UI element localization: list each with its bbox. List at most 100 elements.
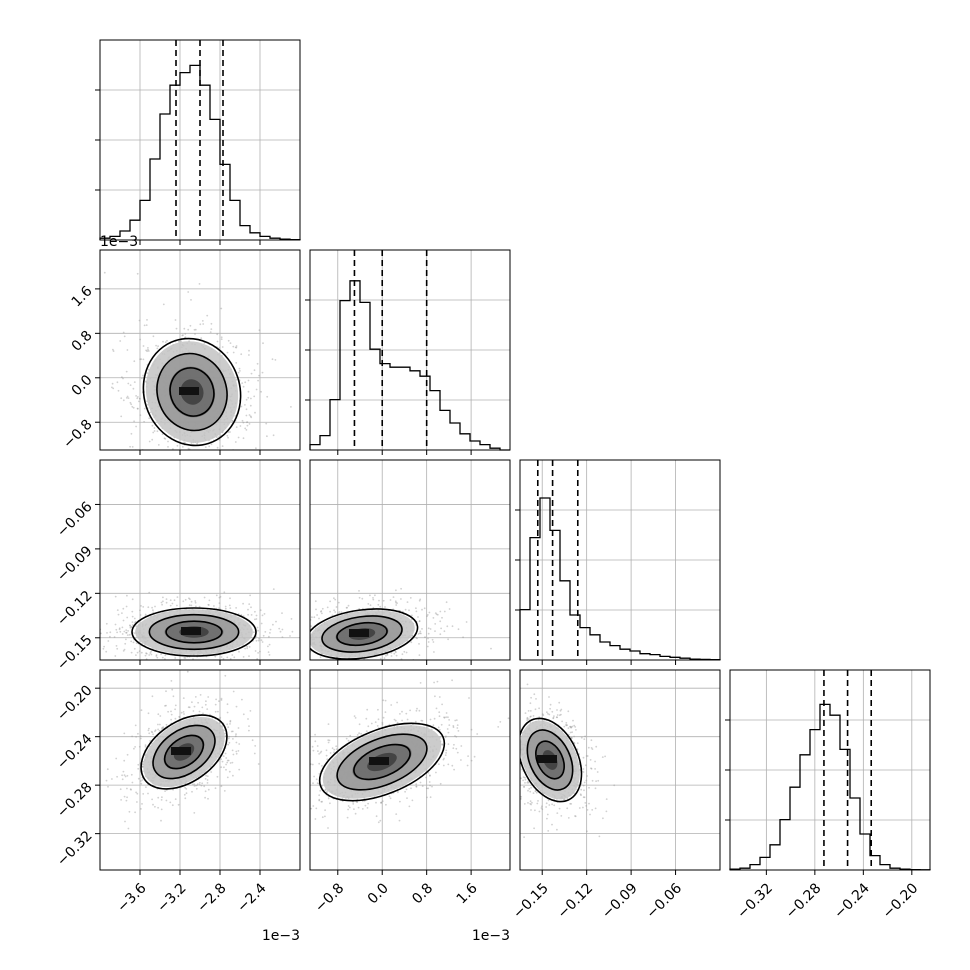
scatter-point xyxy=(495,714,497,716)
scatter-point xyxy=(395,604,398,606)
scatter-point xyxy=(247,608,249,611)
contour-2 xyxy=(336,621,388,647)
scatter-point xyxy=(122,399,125,402)
scatter-point xyxy=(120,799,122,801)
scatter-point xyxy=(239,425,242,427)
scatter-point xyxy=(152,431,155,434)
scatter-point xyxy=(182,711,185,713)
scatter-point xyxy=(312,676,314,678)
scatter-point xyxy=(218,607,220,610)
scatter-point xyxy=(466,764,469,767)
scatter-point xyxy=(141,763,144,766)
scatter-point xyxy=(274,359,277,361)
scatter-point xyxy=(247,396,250,399)
scatter-point xyxy=(364,804,367,807)
scatter-point xyxy=(251,739,254,742)
scatter-point xyxy=(278,627,281,630)
scatter-point xyxy=(122,650,125,652)
scatter-point xyxy=(220,338,223,341)
scatter-point xyxy=(296,648,298,650)
scatter-point xyxy=(418,654,421,656)
scatter-point xyxy=(426,645,429,648)
scatter-point xyxy=(157,713,160,716)
scatter-point xyxy=(130,640,133,643)
scatter-point xyxy=(250,606,252,609)
scatter-point xyxy=(259,609,262,612)
scatter-point xyxy=(446,728,449,730)
scatter-point xyxy=(290,618,293,620)
scatter-point xyxy=(126,634,129,636)
scatter-point xyxy=(125,638,127,641)
scatter-point xyxy=(431,785,433,788)
scatter-point xyxy=(421,628,423,630)
scatter-point xyxy=(103,271,106,274)
scatter-point xyxy=(439,620,442,623)
scatter-point xyxy=(377,603,380,606)
scatter-point xyxy=(327,723,330,725)
scatter-point xyxy=(123,759,126,762)
scatter-point xyxy=(123,648,126,651)
scatter-point xyxy=(217,453,219,455)
scatter-point xyxy=(181,446,184,448)
scatter-point xyxy=(602,817,604,820)
scatter-point xyxy=(139,358,142,361)
scatter-point xyxy=(327,739,330,741)
scatter-point xyxy=(141,770,144,773)
scatter-point xyxy=(129,445,132,448)
scatter-point xyxy=(254,745,257,747)
scatter-point xyxy=(220,785,223,788)
scatter-point xyxy=(404,608,407,611)
scatter-point xyxy=(246,647,249,650)
panel-frame xyxy=(309,669,511,871)
scatter-point xyxy=(353,715,356,717)
scatter-point xyxy=(456,727,459,729)
density-peak xyxy=(369,757,377,765)
scatter-point xyxy=(167,446,169,448)
scatter-point xyxy=(302,753,304,755)
scatter-point xyxy=(184,598,187,601)
scatter-point xyxy=(427,641,430,643)
scatter-point xyxy=(160,799,163,801)
scatter-point xyxy=(220,699,223,701)
scatter-point xyxy=(189,598,191,601)
scatter-point xyxy=(370,722,373,725)
scatter-point xyxy=(125,629,128,631)
scatter-point xyxy=(157,666,159,668)
scatter-point xyxy=(369,594,371,597)
scatter-point xyxy=(204,703,207,706)
scatter-point xyxy=(218,347,221,349)
scatter-point xyxy=(129,626,132,629)
scatter-point xyxy=(151,731,154,734)
scatter-point xyxy=(395,601,397,604)
scatter-point xyxy=(182,697,185,699)
scatter-point xyxy=(254,650,257,652)
scatter-point xyxy=(560,713,562,716)
scatter-point xyxy=(320,610,322,613)
scatter-point xyxy=(228,735,231,738)
scatter-point xyxy=(247,718,249,720)
scatter-point xyxy=(131,446,134,448)
scatter-point xyxy=(135,736,138,738)
scatter-point xyxy=(183,327,186,330)
scatter-point xyxy=(605,810,608,813)
scatter-point xyxy=(441,744,444,746)
scatter-point xyxy=(242,602,245,605)
scatter-point xyxy=(246,421,249,423)
scatter-point xyxy=(389,797,392,800)
scatter-point xyxy=(111,778,113,780)
scatter-point xyxy=(520,777,522,780)
scatter-point xyxy=(190,452,192,454)
scatter-point xyxy=(255,639,258,642)
scatter-point xyxy=(258,637,260,640)
scatter-point xyxy=(315,778,318,781)
panel-frame xyxy=(309,459,511,661)
scatter-point xyxy=(250,372,253,375)
scatter-point xyxy=(246,421,248,424)
scatter-point xyxy=(180,340,183,343)
scatter-point xyxy=(312,663,314,665)
scatter-point xyxy=(254,618,256,621)
scatter-point xyxy=(418,643,420,645)
scatter-point xyxy=(275,620,277,623)
scatter-point xyxy=(583,738,586,740)
scatter-point xyxy=(272,812,274,814)
